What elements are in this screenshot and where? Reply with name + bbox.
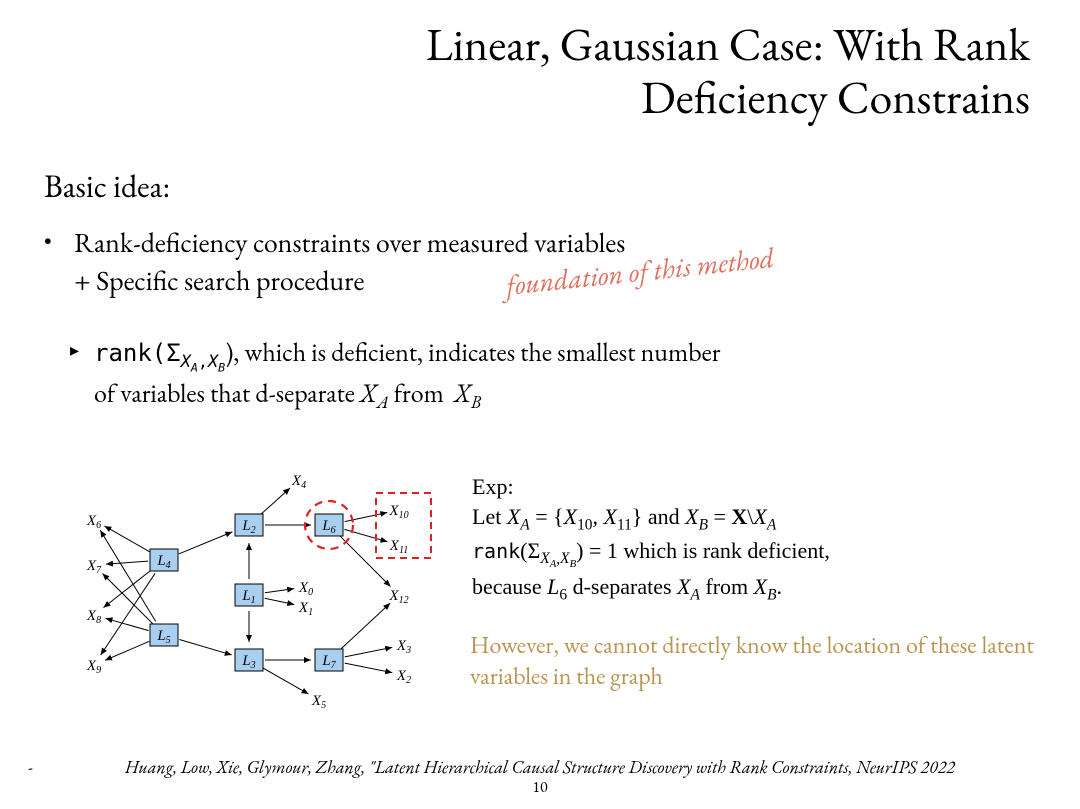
svg-text:X3: X3 xyxy=(396,638,411,656)
exp-line-3: because L6 d-separates XA from XB. xyxy=(472,574,782,599)
caveat-note: However, we cannot directly know the loc… xyxy=(470,630,1060,692)
triangle-bullet-icon: ▸ xyxy=(70,339,79,363)
svg-text:X7: X7 xyxy=(86,558,102,576)
slide: Linear, Gaussian Case: With Rank Deficie… xyxy=(0,0,1080,809)
slide-title: Linear, Gaussian Case: With Rank Deficie… xyxy=(0,18,1080,124)
exp-line-2: rank(ΣXA,XB) = 1 which is rank deficient… xyxy=(472,538,830,563)
svg-text:X10: X10 xyxy=(388,503,408,521)
svg-text:X2: X2 xyxy=(396,668,411,686)
svg-text:X6: X6 xyxy=(86,513,101,531)
sub-bullet-text: rank(ΣXA,XB), which is deficient, indica… xyxy=(94,335,720,410)
sub-bullet: ▸ rank(ΣXA,XB), which is deficient, indi… xyxy=(94,335,1024,415)
svg-text:X11: X11 xyxy=(389,538,408,556)
svg-text:X8: X8 xyxy=(86,608,101,626)
bullet-line-1: Rank-deficiency constraints over measure… xyxy=(74,225,625,261)
causal-graph-diagram: L4L5L2L1L3L6L7 X6X7X8X9X4X10X11X0X1X12X3… xyxy=(74,465,454,715)
svg-text:X9: X9 xyxy=(86,658,101,676)
title-line-2: Deficiency Constrains xyxy=(641,67,1030,127)
svg-text:X5: X5 xyxy=(311,693,326,711)
title-line-1: Linear, Gaussian Case: With Rank xyxy=(426,14,1030,74)
example-text: Exp: Let XA = {X10, X11} and XB = X\XA r… xyxy=(472,472,1042,606)
rank-expr: rank(ΣXA,XB xyxy=(94,339,225,367)
svg-text:X4: X4 xyxy=(291,473,306,491)
exp-title: Exp: xyxy=(472,474,514,499)
exp-line-1: Let XA = {X10, X11} and XB = X\XA xyxy=(472,504,776,529)
bullet-dot-icon: • xyxy=(44,227,52,257)
svg-text:X12: X12 xyxy=(388,588,408,606)
svg-text:X1: X1 xyxy=(298,600,313,618)
svg-text:X0: X0 xyxy=(298,580,313,598)
basic-idea-heading: Basic idea: xyxy=(44,165,170,207)
bullet-line-2: + Specific search procedure xyxy=(74,263,364,299)
page-number: 10 xyxy=(0,776,1080,797)
